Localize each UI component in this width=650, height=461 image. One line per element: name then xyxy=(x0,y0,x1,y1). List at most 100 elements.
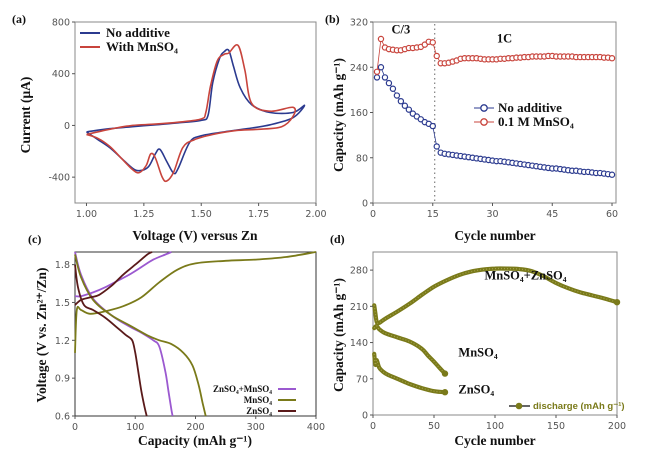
point-no-additive xyxy=(385,79,393,87)
x-axis-label-d: Cycle number xyxy=(454,433,535,448)
legend-label-with-mnso4: With MnSO₄ xyxy=(106,39,178,54)
point-mnso4 xyxy=(608,55,616,62)
a-ytick-label: 0 xyxy=(64,121,70,132)
legend-label-discharge: discharge (mAh g⁻¹) xyxy=(533,401,625,412)
c-xtick-label: 200 xyxy=(186,422,204,433)
curve-texture-mnso4-znso4 xyxy=(373,267,618,324)
point-no-additive xyxy=(397,97,405,105)
annotation-c3: C/3 xyxy=(392,22,411,36)
annotation-mnso4: MnSO₄ xyxy=(458,346,497,360)
end-point-znso4 xyxy=(441,389,449,396)
ticks-d: 0 50 100 150 200 0 70 140 210 280 xyxy=(350,266,626,432)
point-no-additive xyxy=(377,64,385,71)
y-axis-label-c: Voltage (V vs. Zn²⁺/Zn) xyxy=(34,268,49,403)
point-mnso4 xyxy=(373,68,381,75)
point-mnso4 xyxy=(433,52,440,60)
annotation-znso4: ZnSO₄ xyxy=(458,382,494,396)
c-ytick-label: 0.6 xyxy=(55,412,70,423)
plot-frame-a xyxy=(74,21,317,204)
curve-texture-znso4 xyxy=(373,353,446,393)
b-xtick-label: 45 xyxy=(546,209,558,220)
d-ytick-label: 0 xyxy=(362,411,368,422)
y-axis-label-d: Capacity (mAh g⁻¹) xyxy=(331,278,346,392)
c-ytick-label: 1.8 xyxy=(55,260,70,271)
point-no-additive xyxy=(373,74,381,81)
b-ytick-label: 320 xyxy=(350,18,368,29)
point-no-additive xyxy=(429,122,436,130)
b-ytick-label: 0 xyxy=(362,199,368,210)
d-xtick-label: 150 xyxy=(547,421,565,432)
a-ytick-label: 400 xyxy=(52,69,70,80)
d-xtick-label: 200 xyxy=(608,421,626,432)
c-xtick-label: 100 xyxy=(126,422,144,433)
point-mnso4 xyxy=(429,39,436,46)
a-xtick-label: 1.00 xyxy=(76,209,97,220)
b-ytick-label: 160 xyxy=(350,108,368,119)
panel-label-b: (b) xyxy=(325,12,340,26)
point-no-additive xyxy=(389,85,397,92)
legend-label-no-additive: No additive xyxy=(106,25,170,40)
curve-mnso4-charge xyxy=(74,251,317,353)
legend-label-mnso4-c: MnSO₄ xyxy=(244,395,273,405)
legend-marker-mnso4-b xyxy=(480,118,488,126)
point-no-additive xyxy=(401,102,409,109)
ticks-a: 1.00 1.25 1.50 1.75 2.00 800 400 0 -400 xyxy=(48,18,326,221)
y-axis-label-b: Capacity (mAh g⁻¹) xyxy=(331,58,346,172)
x-axis-label-b: Cycle number xyxy=(454,228,535,243)
c-xtick-label: 400 xyxy=(307,422,325,433)
c-xtick-label: 300 xyxy=(247,422,265,433)
b-ytick-label: 240 xyxy=(350,63,368,74)
a-xtick-label: 2.00 xyxy=(305,209,326,220)
legend-d: discharge (mAh g⁻¹) xyxy=(509,401,625,412)
legend-label-znso4-mnso4: ZnSO₄+MnSO₄ xyxy=(213,384,272,394)
d-ytick-label: 210 xyxy=(350,302,368,313)
point-no-additive xyxy=(405,106,413,113)
y-axis-label-a: Current (μA) xyxy=(18,77,33,154)
legend-a: No additive With MnSO₄ xyxy=(80,25,178,54)
b-xtick-label: 60 xyxy=(606,209,618,220)
legend-marker-no-additive-b xyxy=(480,104,488,112)
legend-b: No additive 0.1 M MnSO₄ xyxy=(474,100,574,129)
point-no-additive xyxy=(393,92,401,99)
c-ytick-label: 1.5 xyxy=(55,298,70,309)
a-ytick-label: 800 xyxy=(52,18,70,29)
end-point-mnso4-znso4 xyxy=(613,298,621,306)
legend-c: ZnSO₄+MnSO₄ MnSO₄ ZnSO₄ xyxy=(213,384,296,416)
panel-b: (b) 0 15 30 45 60 0 80 160 240 320 C/3 1C Cycle n… xyxy=(325,12,618,243)
point-mnso4 xyxy=(377,35,385,43)
panel-label-a: (a) xyxy=(12,12,26,26)
annotations-d: MnSO₄+ZnSO₄ MnSO₄ ZnSO₄ xyxy=(458,268,566,396)
a-ytick-label: -400 xyxy=(48,173,70,184)
c-ytick-label: 0.9 xyxy=(55,374,70,385)
d-xtick-label: 0 xyxy=(370,421,376,432)
panel-c: (c) 0 100 200 300 400 0.6 0.9 1.2 1.5 1.8 Capacit… xyxy=(28,232,325,448)
legend-marker-discharge xyxy=(515,402,523,410)
b-xtick-label: 30 xyxy=(486,209,498,220)
panel-a: (a) 1.00 1.25 1.50 1.75 2.00 800 400 0 -400 Volt… xyxy=(12,12,327,243)
ticks-b: 0 15 30 45 60 0 80 160 240 320 xyxy=(350,18,618,221)
series-group-b xyxy=(373,35,616,178)
x-axis-label-c: Capacity (mAh g⁻¹) xyxy=(138,433,252,448)
ticks-c: 0 100 200 300 400 0.6 0.9 1.2 1.5 1.8 xyxy=(55,260,325,433)
curve-znso4-discharge xyxy=(74,264,148,417)
a-xtick-label: 1.25 xyxy=(133,209,154,220)
curve-znso4-charge xyxy=(74,251,153,306)
point-no-additive xyxy=(381,74,389,81)
cv-curve-with-mnso4 xyxy=(86,43,297,183)
c-xtick-label: 0 xyxy=(72,422,78,433)
curve-mnso4-discharge xyxy=(74,254,207,417)
c-ytick-label: 1.2 xyxy=(55,336,70,347)
b-xtick-label: 0 xyxy=(370,209,376,220)
curve-texture-mnso4 xyxy=(373,325,446,375)
b-xtick-label: 15 xyxy=(427,209,439,220)
annotation-mnso4-znso4: MnSO₄+ZnSO₄ xyxy=(484,268,566,282)
d-ytick-label: 70 xyxy=(356,374,368,385)
point-no-additive xyxy=(433,143,440,150)
plot-frame-c xyxy=(74,251,317,417)
panel-d: (d) 0 50 100 150 200 0 70 140 210 280 MnSO₄+ZnSO₄… xyxy=(330,232,626,448)
a-xtick-label: 1.50 xyxy=(191,209,212,220)
legend-label-mnso4-b: 0.1 M MnSO₄ xyxy=(498,114,574,129)
b-ytick-label: 80 xyxy=(356,153,368,164)
annotation-1c: 1C xyxy=(497,31,512,45)
